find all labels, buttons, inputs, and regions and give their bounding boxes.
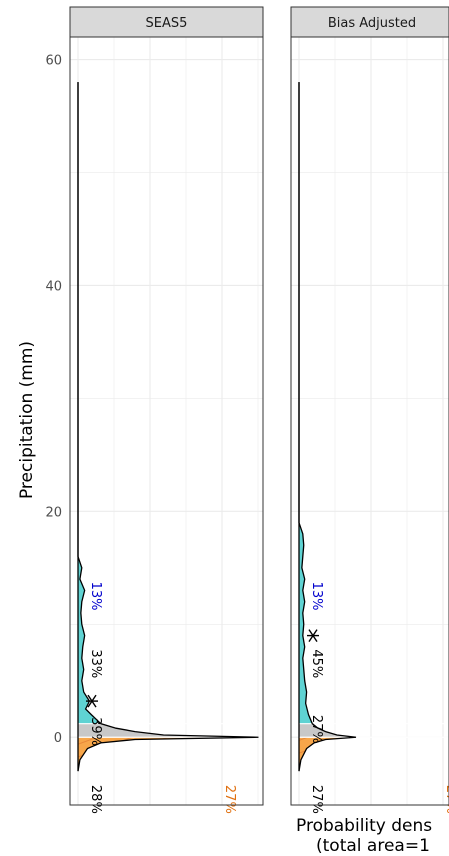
density-outline [77, 82, 259, 772]
panel-background [70, 37, 263, 805]
facet-panels: 13% 33% 39% 28% 27% SEAS5 13% 45% 27% 27% 27% Bias … [69, 6, 449, 814]
percentage-label: 13% [309, 582, 324, 611]
facet-strip [69, 6, 264, 38]
x-axis-title-line-2: (total area=1 [316, 836, 430, 856]
observed-value-marker [307, 629, 319, 642]
facet-panel: 13% 33% 39% 28% 27% SEAS5 [69, 6, 264, 814]
middle-tercile-area [299, 723, 356, 738]
x-axis-title-line-1: Probability dens [296, 816, 432, 836]
y-axis-title: Precipitation (mm) [17, 341, 37, 499]
facet-strip-label: Bias Adjusted [328, 16, 416, 31]
observed-value-marker [86, 694, 98, 708]
facet-panel: 13% 45% 27% 27% 27% Bias Adjusted [290, 6, 449, 814]
facet-strip [290, 6, 449, 38]
y-tick-label: 60 [45, 54, 62, 69]
percentage-label: 27% [222, 785, 237, 814]
upper-tercile-area [299, 511, 313, 724]
density-outline [298, 82, 357, 772]
y-tick-label: 40 [45, 279, 62, 294]
percentage-label: 13% [88, 582, 103, 611]
middle-tercile-area [78, 723, 259, 738]
lower-tercile-area [299, 737, 356, 772]
y-tick-label: 0 [54, 731, 62, 746]
percentage-label: 28% [88, 785, 103, 814]
percentage-label: 27% [309, 715, 324, 744]
percentage-label: 45% [309, 649, 324, 678]
panel-background [291, 37, 449, 805]
y-tick-labels: 0 20 40 60 [45, 54, 62, 747]
percentage-label: 33% [88, 649, 103, 678]
upper-tercile-area [78, 511, 101, 724]
percentage-label: 27% [309, 785, 324, 814]
y-tick-label: 20 [45, 505, 62, 520]
percentage-label: 39% [88, 717, 103, 746]
percentage-label: 27% [443, 785, 449, 814]
facet-strip-label: SEAS5 [146, 16, 188, 31]
lower-tercile-area [78, 737, 259, 772]
